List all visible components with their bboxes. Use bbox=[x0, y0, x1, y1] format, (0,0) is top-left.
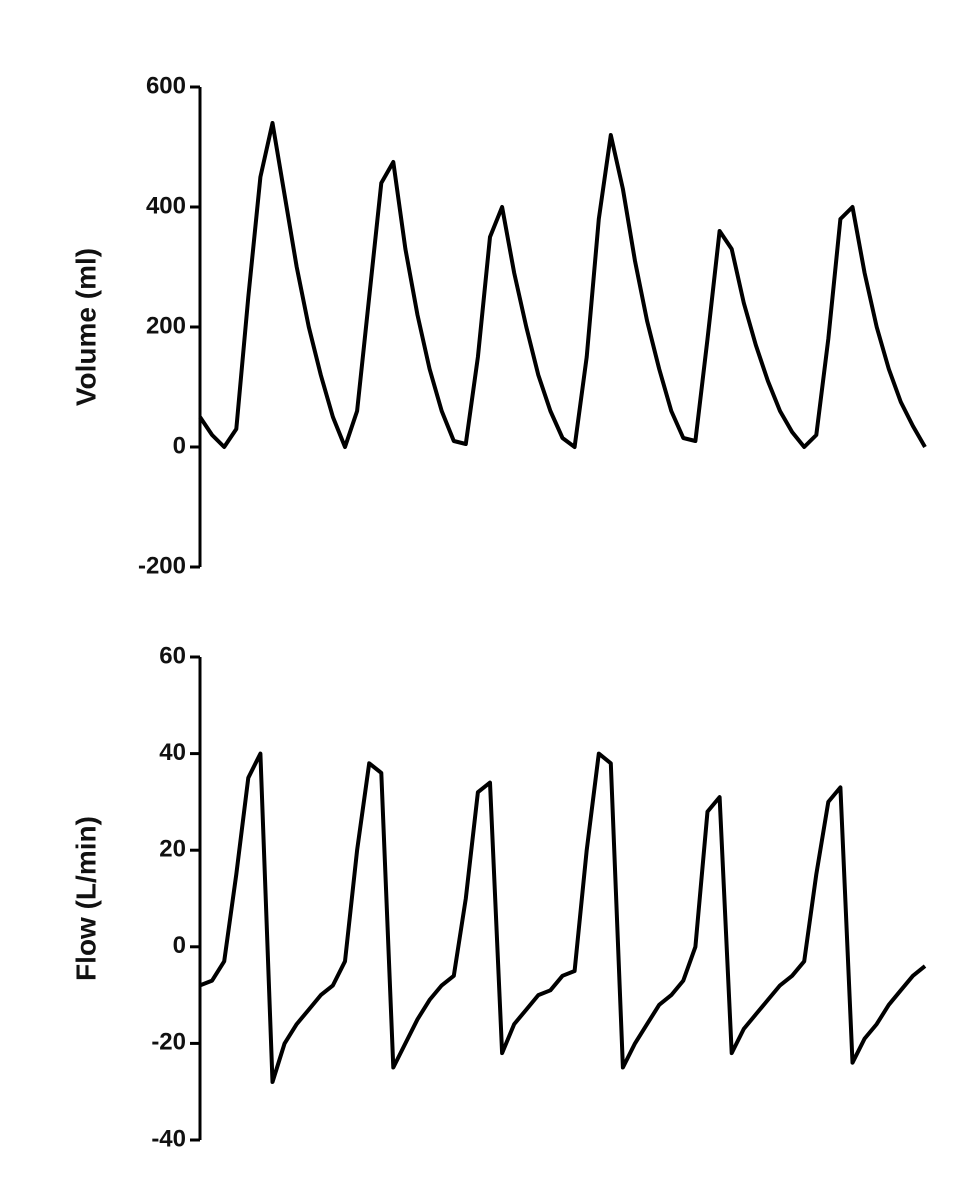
y-tick-label: 40 bbox=[159, 739, 186, 766]
y-tick-label: 60 bbox=[159, 642, 186, 669]
y-tick-label: 0 bbox=[173, 932, 186, 959]
data-line bbox=[198, 121, 927, 449]
data-line bbox=[199, 751, 927, 1084]
y-tick-label: -200 bbox=[138, 552, 186, 579]
y-axis-label: Flow (L/min) bbox=[70, 816, 101, 981]
y-tick-label: 400 bbox=[146, 192, 186, 219]
y-tick-label: 20 bbox=[159, 836, 186, 863]
y-tick-label: 0 bbox=[173, 432, 186, 459]
y-tick-label: 600 bbox=[146, 72, 186, 99]
y-tick-label: -20 bbox=[151, 1029, 186, 1056]
y-axis-label: Volume (ml) bbox=[70, 248, 101, 406]
y-tick-label: 200 bbox=[146, 312, 186, 339]
y-tick-label: -40 bbox=[151, 1125, 186, 1152]
